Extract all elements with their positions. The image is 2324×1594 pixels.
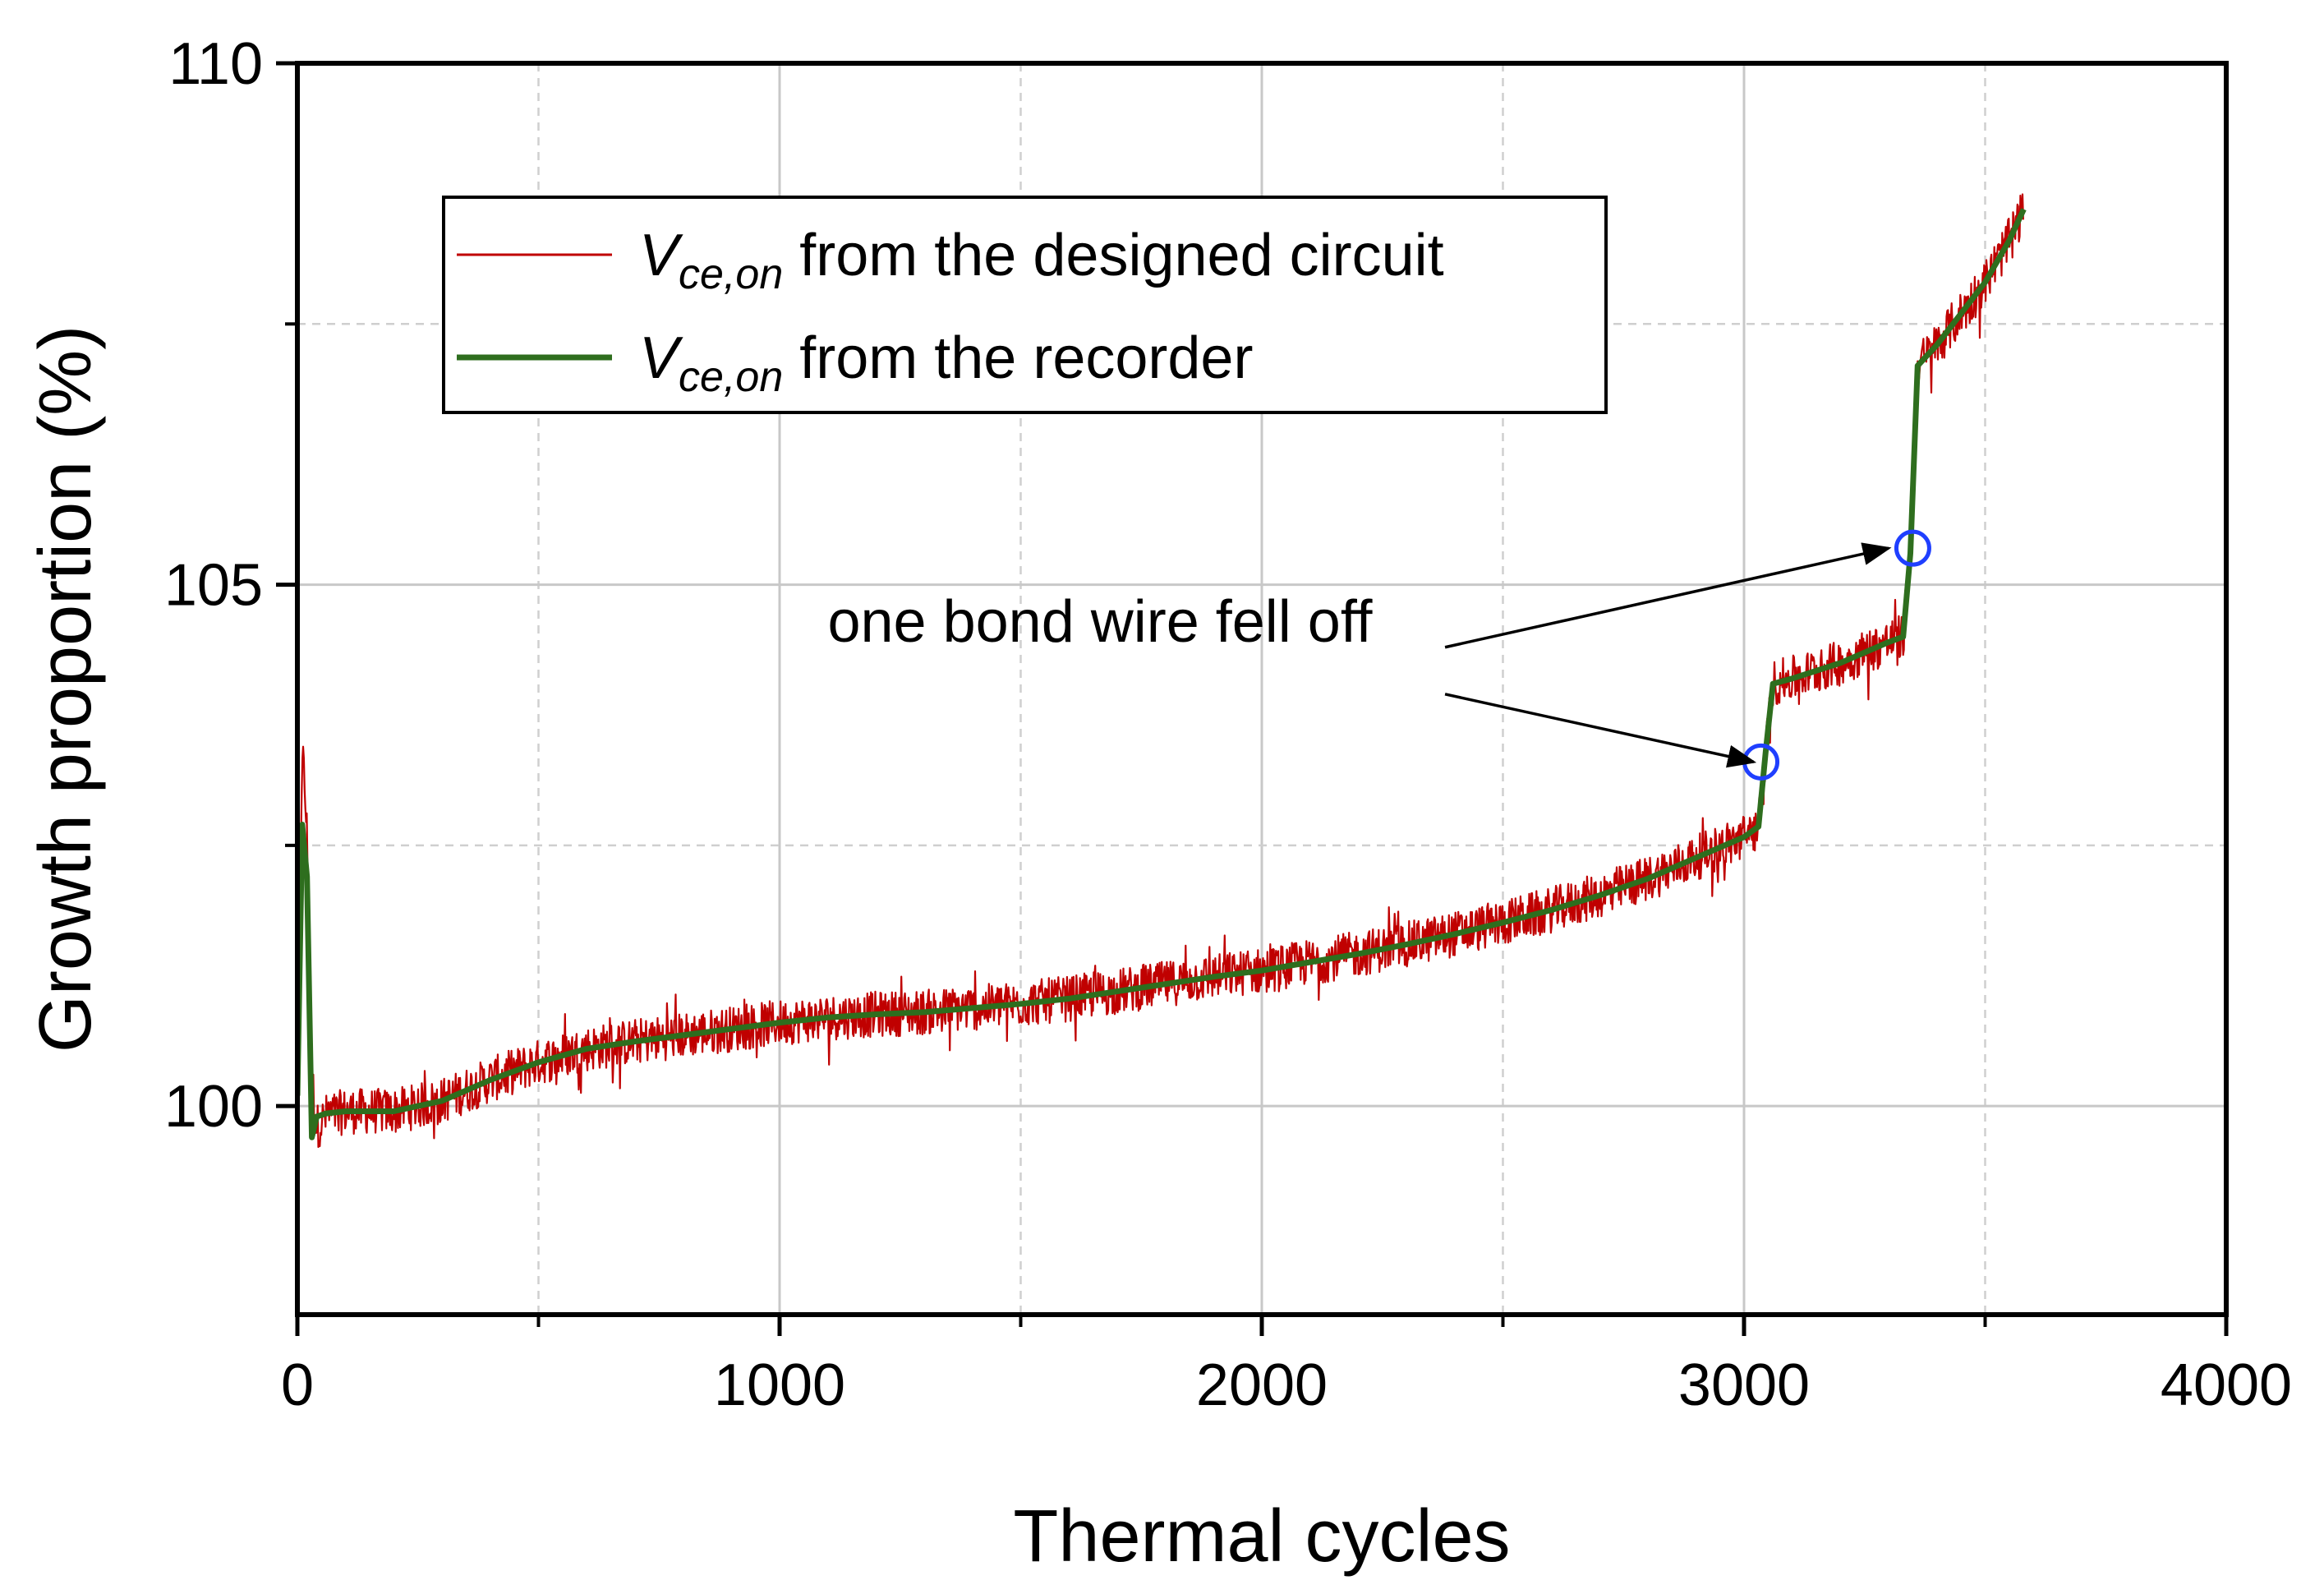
y-tick-label: 105 [164,553,263,619]
x-tick-label: 1000 [714,1352,845,1418]
legend-label-2: Vce,on from the recorder [639,325,1253,401]
marker-layer [1742,529,1931,781]
x-tick-label: 2000 [1196,1352,1328,1418]
x-tick-label: 3000 [1678,1352,1810,1418]
y-axis-title: Growth proportion (%) [25,325,107,1053]
annotation-arrow-1 [1444,542,1892,649]
legend: Vce,on from the designed circuit Vce,on f… [442,196,1608,414]
x-tick-label: 4000 [2161,1352,2292,1418]
y-tick-label: 100 [164,1074,263,1140]
x-axis-title: Thermal cycles [1013,1495,1510,1578]
annotation-arrow-2 [1444,693,1757,768]
axis-ticks: 0 1000 2000 3000 4000 100 105 110 [164,31,2292,1418]
series-layer [297,193,2027,1149]
legend-box [442,196,1608,414]
legend-label-1: Vce,on from the designed circuit [639,223,1444,298]
series-line-2 [297,208,2027,1140]
y-tick-label: 110 [168,31,263,97]
marker-circle-2 [1894,529,1931,567]
annotation: one bond wire fell off [827,542,1892,768]
annotation-text: one bond wire fell off [827,589,1373,655]
x-tick-label: 0 [281,1352,314,1418]
